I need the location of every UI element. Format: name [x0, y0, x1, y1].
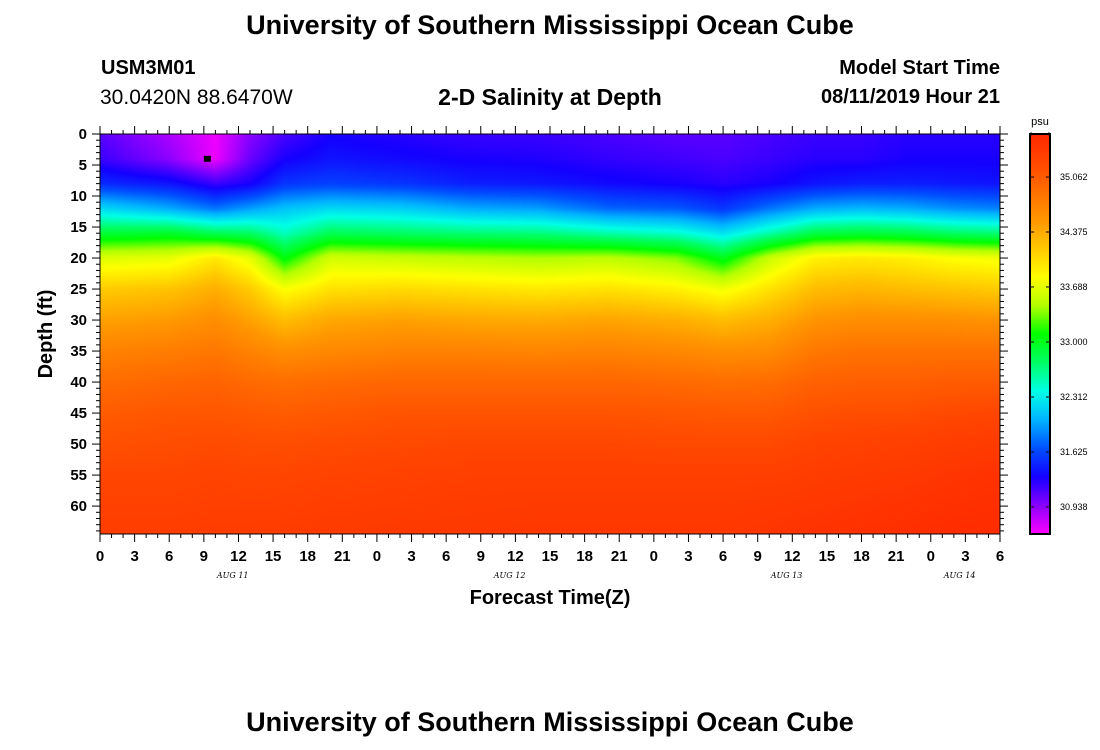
x-tick-label: 3 — [684, 548, 692, 565]
colorbar: psu 35.062 34.375 33.688 33.000 32.312 31.625 3… — [1029, 116, 1088, 535]
colorbar-scale — [1029, 133, 1051, 535]
x-tick-label: 0 — [96, 548, 104, 565]
model-start-label: Model Start Time — [839, 57, 1000, 79]
x-tick-label: 0 — [650, 548, 658, 565]
x-tick-label: 21 — [611, 548, 628, 565]
y-tick-label: 40 — [70, 374, 87, 391]
x-axis: 0 3 6 9 12 15 18 21 0 3 6 9 12 15 18 21 0 3 6 9 12 15 18 21 0 3 6 A… — [96, 126, 1004, 580]
colorbar-label: 33.688 — [1060, 282, 1088, 292]
y-axis: 0 5 10 15 20 25 30 35 40 45 50 55 60 — [70, 126, 1008, 532]
position-marker — [203, 155, 211, 162]
x-tick-label: 0 — [927, 548, 935, 565]
y-tick-label: 60 — [70, 498, 87, 515]
x-tick-label: 9 — [754, 548, 762, 565]
colorbar-unit: psu — [1031, 116, 1049, 128]
y-tick-label: 45 — [70, 405, 87, 422]
x-tick-label: 9 — [200, 548, 208, 565]
salinity-heatmap — [100, 134, 1000, 534]
x-tick-label: 6 — [719, 548, 727, 565]
x-tick-label: 6 — [165, 548, 173, 565]
y-tick-label: 15 — [70, 219, 87, 236]
date-label: AUG 12 — [493, 571, 526, 580]
x-tick-label: 18 — [576, 548, 593, 565]
x-tick-label: 12 — [784, 548, 801, 565]
chart-subtitle: 2-D Salinity at Depth — [438, 84, 662, 110]
y-tick-label: 5 — [79, 157, 87, 174]
x-tick-label: 21 — [888, 548, 905, 565]
y-tick-label: 30 — [70, 312, 87, 329]
x-tick-label: 6 — [442, 548, 450, 565]
x-tick-label: 3 — [407, 548, 415, 565]
date-label: AUG 14 — [943, 571, 976, 580]
x-tick-label: 15 — [542, 548, 559, 565]
x-tick-label: 6 — [996, 548, 1004, 565]
x-tick-label: 9 — [477, 548, 485, 565]
y-tick-label: 25 — [70, 281, 87, 298]
y-tick-label: 55 — [70, 467, 87, 484]
y-tick-label: 10 — [70, 188, 87, 205]
colorbar-corner-dot — [1047, 132, 1051, 136]
y-tick-label: 35 — [70, 343, 87, 360]
x-tick-label: 12 — [230, 548, 247, 565]
y-tick-label: 50 — [70, 436, 87, 453]
colorbar-label: 35.062 — [1060, 172, 1088, 182]
station-id: USM3M01 — [101, 57, 196, 79]
x-tick-label: 0 — [373, 548, 381, 565]
x-axis-title: Forecast Time(Z) — [470, 587, 631, 609]
x-tick-label: 15 — [265, 548, 282, 565]
x-tick-label: 3 — [961, 548, 969, 565]
x-tick-label: 3 — [130, 548, 138, 565]
colorbar-corner-dot — [1029, 132, 1033, 136]
model-start-value: 08/11/2019 Hour 21 — [820, 86, 1000, 108]
x-tick-label: 18 — [299, 548, 316, 565]
date-label: AUG 11 — [216, 571, 249, 580]
y-tick-label: 20 — [70, 250, 87, 267]
x-tick-label: 18 — [853, 548, 870, 565]
station-coordinates: 30.0420N 88.6470W — [100, 86, 293, 109]
x-tick-label: 21 — [334, 548, 351, 565]
y-tick-label: 0 — [79, 126, 87, 143]
colorbar-label: 32.312 — [1060, 392, 1088, 402]
colorbar-label: 30.938 — [1060, 502, 1088, 512]
footer-title: University of Southern Mississippi Ocean… — [246, 707, 854, 737]
y-axis-title: Depth (ft) — [35, 290, 57, 379]
date-label: AUG 13 — [770, 571, 803, 580]
colorbar-label: 33.000 — [1060, 337, 1088, 347]
x-tick-label: 12 — [507, 548, 524, 565]
x-tick-label: 15 — [819, 548, 836, 565]
page-title: University of Southern Mississippi Ocean… — [246, 10, 854, 40]
colorbar-label: 31.625 — [1060, 447, 1088, 457]
colorbar-label: 34.375 — [1060, 227, 1088, 237]
